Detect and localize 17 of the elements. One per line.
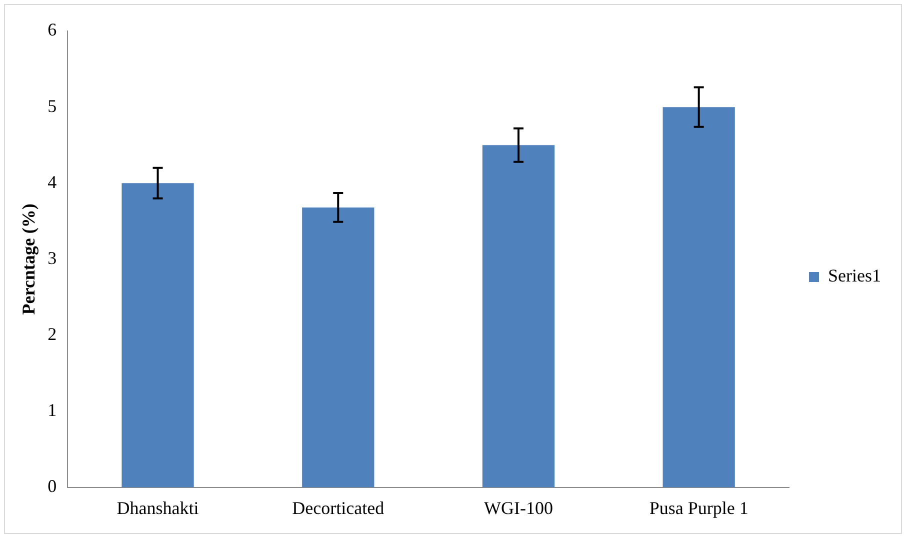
- legend-label: Series1: [828, 266, 882, 286]
- bar: [482, 145, 555, 488]
- y-tick-label: 6: [48, 20, 57, 40]
- bar: [122, 183, 194, 488]
- y-tick-label: 2: [48, 324, 57, 344]
- y-tick-label: 1: [48, 400, 57, 420]
- bar: [662, 107, 735, 488]
- y-tick-label: 5: [48, 96, 57, 116]
- y-axis-title: Percntage (%): [18, 204, 38, 315]
- y-tick-label: 0: [48, 476, 57, 496]
- x-tick-label: Decorticated: [292, 498, 384, 518]
- x-tick-label: WGI-100: [484, 498, 553, 518]
- x-tick-label: Pusa Purple 1: [649, 498, 748, 518]
- y-tick-label: 4: [48, 172, 57, 192]
- bar: [302, 207, 374, 488]
- x-tick-label: Dhanshakti: [116, 498, 199, 518]
- y-tick-label: 3: [48, 248, 57, 268]
